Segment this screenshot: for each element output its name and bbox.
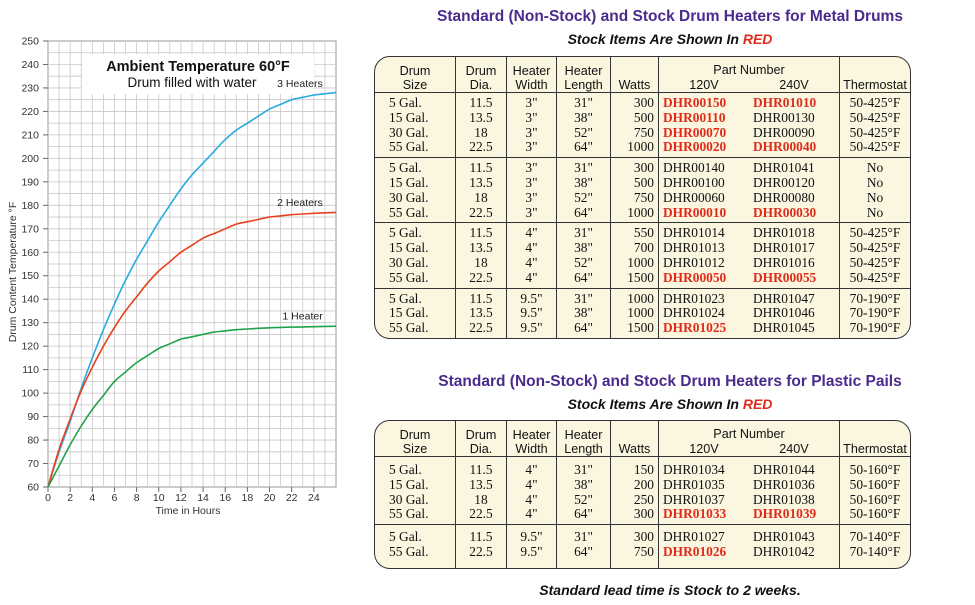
y-tick-label: 110 — [22, 364, 39, 376]
y-tick-label: 60 — [27, 482, 39, 494]
x-tick-label: 0 — [45, 492, 51, 504]
y-tick-label: 100 — [21, 388, 39, 400]
chart-subtitle: Drum filled with water — [127, 75, 257, 90]
metal-table-subtitle: Stock Items Are Shown In RED — [567, 31, 773, 47]
x-axis-label: Time in Hours — [156, 505, 221, 517]
col-drum-dia: Drum Dia. — [455, 421, 507, 457]
col-part-number: Part Number — [658, 421, 840, 441]
plastic-group-1: 5 Gal. 15 Gal. 30 Gal. 55 Gal. 11.5 13.5 18 22… — [375, 456, 910, 526]
x-tick-label: 24 — [308, 492, 320, 504]
col-part-number: Part Number — [658, 57, 840, 77]
col-heater-length: Heater Length — [556, 57, 611, 93]
chart-title: Ambient Temperature 60°F — [106, 59, 290, 75]
y-tick-label: 150 — [21, 270, 39, 282]
y-tick-label: 230 — [21, 82, 39, 94]
x-tick-label: 16 — [219, 492, 231, 504]
table-row: 5 Gal. 15 Gal. 30 Gal. 55 Gal. 11.5 13.5 18 22… — [375, 157, 910, 224]
x-tick-label: 22 — [286, 492, 298, 504]
x-tick-label: 6 — [112, 492, 118, 504]
x-tick-label: 14 — [197, 492, 209, 504]
y-tick-label: 200 — [21, 153, 39, 165]
x-tick-label: 12 — [175, 492, 187, 504]
col-240v: 240V — [749, 77, 840, 93]
plastic-group-2: 5 Gal. 55 Gal. 11.5 22.5 9.5" 9.5" 31" 64" 3… — [375, 524, 910, 568]
metal-group-1: 5 Gal. 15 Gal. 30 Gal. 55 Gal. 11.5 13.5 18 22… — [375, 92, 910, 159]
y-tick-label: 130 — [21, 317, 39, 329]
y-tick-label: 220 — [21, 106, 39, 118]
y-tick-label: 160 — [21, 247, 39, 259]
table-row: 5 Gal. 15 Gal. 30 Gal. 55 Gal. 11.5 13.5 18 22… — [375, 222, 910, 289]
series-line-1-heater — [47, 325, 337, 488]
x-tick-label: 4 — [89, 492, 95, 504]
series-line-3-heaters — [47, 91, 337, 488]
y-tick-label: 240 — [21, 59, 39, 71]
col-thermostat: Thermostat — [839, 57, 910, 93]
x-tick-label: 18 — [242, 492, 254, 504]
y-tick-label: 80 — [27, 435, 39, 447]
table-row: 5 Gal. 15 Gal. 30 Gal. 55 Gal. 11.5 13.5 18 22… — [375, 92, 910, 159]
temperature-chart: 6070809010011012013014015016017018019020… — [7, 36, 337, 517]
plastic-table-title: Standard (Non-Stock) and Stock Drum Heat… — [438, 373, 902, 390]
x-tick-label: 20 — [264, 492, 276, 504]
col-drum-dia: Drum Dia. — [455, 57, 507, 93]
y-tick-label: 120 — [21, 341, 39, 353]
col-120v: 120V — [658, 77, 749, 93]
table-row: 5 Gal. 15 Gal. 55 Gal. 11.5 13.5 22.5 9.5" 9.… — [375, 288, 910, 338]
metal-group-2: 5 Gal. 15 Gal. 30 Gal. 55 Gal. 11.5 13.5 18 22… — [375, 157, 910, 224]
title-box — [82, 54, 314, 94]
y-axis-label: Drum Content Temperature °F — [7, 202, 19, 343]
x-tick-label: 10 — [153, 492, 165, 504]
metal-drums-table: Drum Size Drum Dia. Heater Width Heater Leng… — [374, 56, 911, 339]
y-tick-label: 70 — [27, 458, 39, 470]
series-label-1-heater: 1 Heater — [282, 310, 323, 322]
series-label-2-heaters: 2 Heaters — [277, 197, 323, 209]
col-watts: Watts — [610, 57, 659, 93]
y-tick-label: 90 — [27, 411, 39, 423]
series-line-2-heaters — [47, 211, 337, 488]
metal-group-3: 5 Gal. 15 Gal. 30 Gal. 55 Gal. 11.5 13.5 18 22… — [375, 222, 910, 289]
y-tick-label: 210 — [21, 129, 39, 141]
col-240v: 240V — [749, 441, 840, 457]
y-tick-label: 170 — [21, 223, 39, 235]
series-label-3-heaters: 3 Heaters — [277, 78, 323, 90]
y-tick-label: 250 — [21, 36, 39, 48]
col-heater-width: Heater Width — [506, 421, 557, 457]
col-120v: 120V — [658, 441, 749, 457]
plastic-pails-table: Drum Size Drum Dia. Heater Width Heater Leng… — [374, 420, 911, 569]
lead-time-note: Standard lead time is Stock to 2 weeks. — [539, 582, 801, 598]
col-watts: Watts — [610, 421, 659, 457]
col-drum-size: Drum Size — [375, 57, 456, 93]
metal-table-title: Standard (Non-Stock) and Stock Drum Heat… — [437, 8, 903, 25]
table-row: 5 Gal. 15 Gal. 30 Gal. 55 Gal. 11.5 13.5 18 22… — [375, 456, 910, 526]
y-tick-label: 140 — [21, 294, 39, 306]
col-heater-width: Heater Width — [506, 57, 557, 93]
y-tick-label: 190 — [21, 176, 39, 188]
y-tick-label: 180 — [21, 200, 39, 212]
col-drum-size: Drum Size — [375, 421, 456, 457]
table-row: 5 Gal. 55 Gal. 11.5 22.5 9.5" 9.5" 31" 64" 3… — [375, 524, 910, 568]
col-heater-length: Heater Length — [556, 421, 611, 457]
plastic-table-subtitle: Stock Items Are Shown In RED — [567, 396, 773, 412]
x-tick-label: 2 — [67, 492, 73, 504]
col-thermostat: Thermostat — [839, 421, 910, 457]
metal-group-4: 5 Gal. 15 Gal. 55 Gal. 11.5 13.5 22.5 9.5" 9.… — [375, 288, 910, 338]
x-tick-label: 8 — [134, 492, 140, 504]
